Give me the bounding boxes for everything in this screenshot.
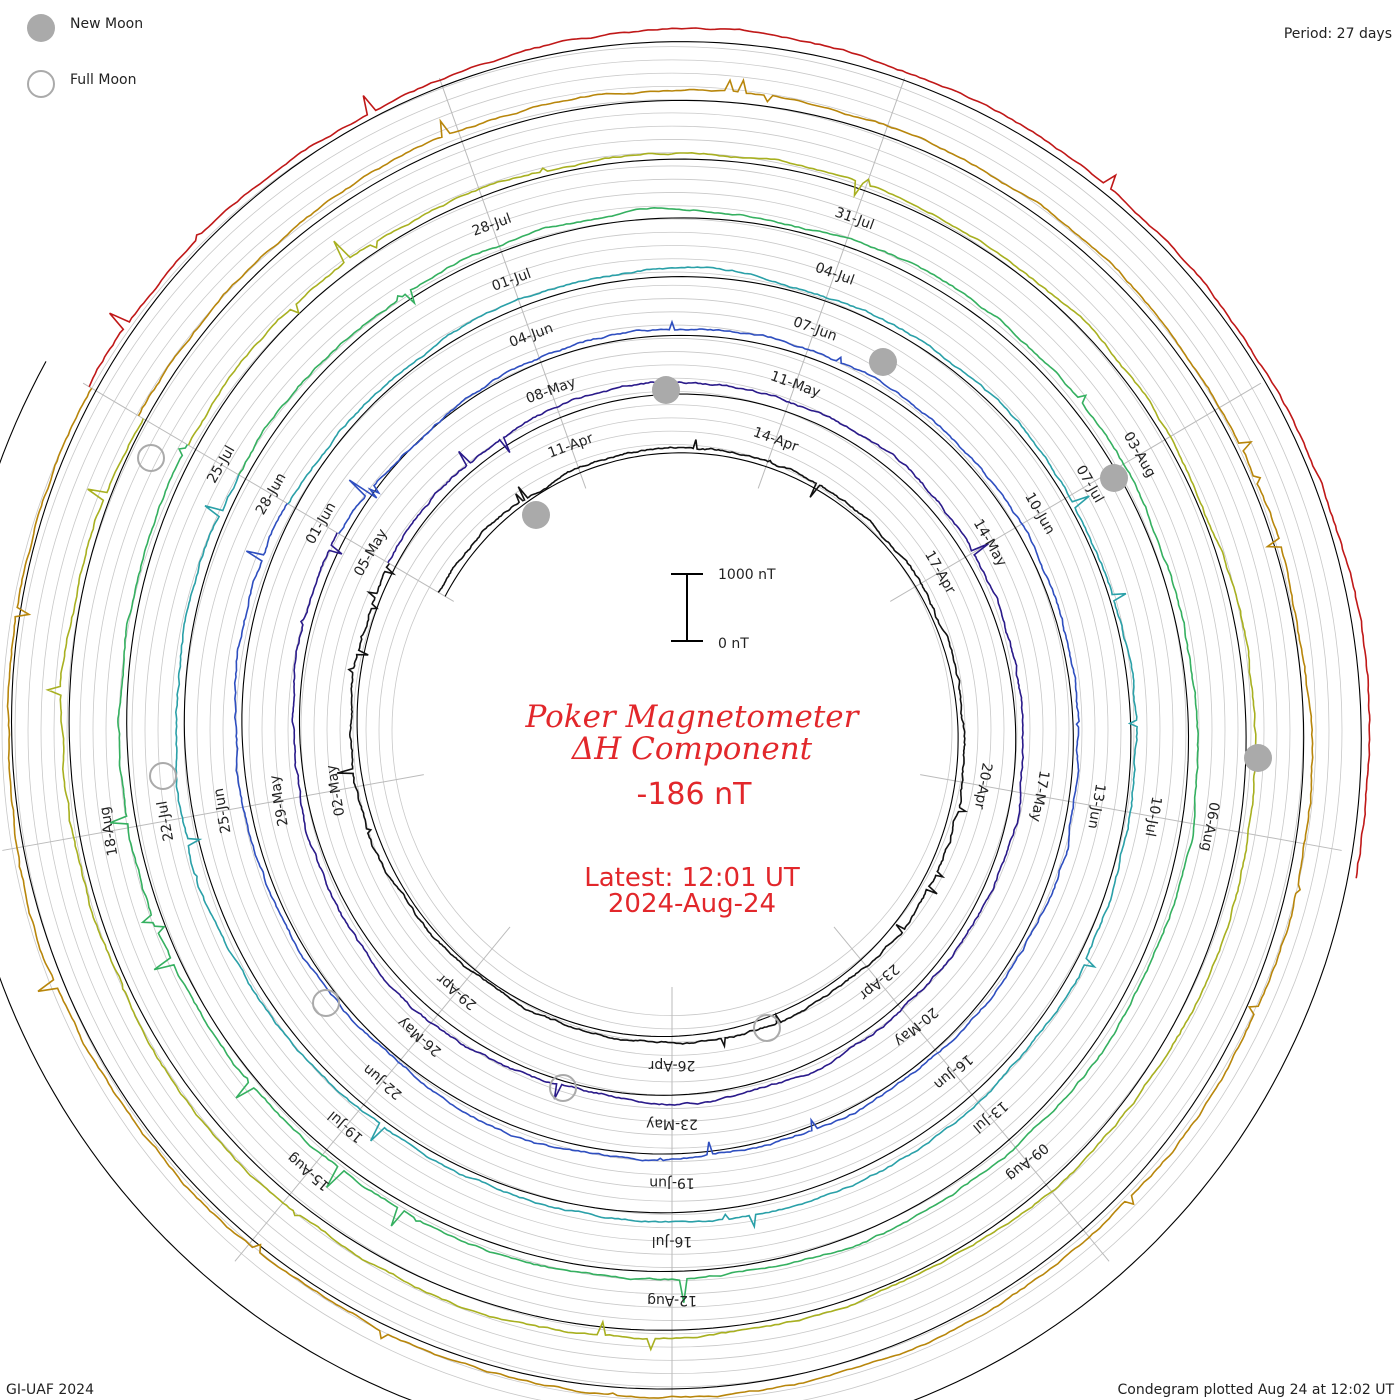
date-label: 12-Aug — [647, 1292, 697, 1308]
day-spokes — [2, 78, 1342, 1400]
reference-ring — [126, 217, 1190, 1273]
date-label: 04-Jul — [813, 260, 857, 289]
new-moon-marker — [652, 376, 680, 404]
data-traces — [6, 27, 1371, 1399]
date-label: 26-May — [395, 1014, 445, 1060]
scale-bottom-label: 0 nT — [718, 636, 749, 652]
date-label: 07-Jun — [791, 314, 839, 345]
scale-bar: 1000 nT 0 nT — [671, 567, 776, 652]
day-spoke — [920, 774, 1342, 851]
date-label: 31-Jul — [833, 205, 877, 234]
new-moon-marker — [522, 501, 550, 529]
day-spoke — [833, 926, 1110, 1262]
reference-rings — [0, 41, 1362, 1400]
period-label: Period: 27 days — [1284, 26, 1392, 42]
new-moon-marker — [1100, 464, 1128, 492]
date-label: 23-Apr — [856, 960, 902, 1002]
scale-top-label: 1000 nT — [718, 567, 776, 583]
latest-time: Latest: 12:01 UT — [584, 863, 800, 893]
current-value: -186 nT — [637, 777, 753, 812]
date-label: 09-Aug — [1003, 1139, 1052, 1183]
date-label: 17-Apr — [921, 548, 958, 597]
day-spoke — [82, 382, 455, 602]
latest-date: 2024-Aug-24 — [608, 889, 776, 919]
footer-plotted: Condegram plotted Aug 24 at 12:02 UT — [1118, 1382, 1395, 1398]
series-trace — [6, 77, 1314, 1399]
series-trace — [109, 206, 1200, 1303]
date-label: 29-May — [267, 774, 292, 828]
reference-ring — [241, 334, 1074, 1155]
full-moon-marker — [149, 762, 177, 790]
new-moon-marker — [1244, 744, 1272, 772]
full-moon-marker — [137, 444, 165, 472]
footer-credit: GI-UAF 2024 — [6, 1382, 94, 1398]
new-moon-legend-label: New Moon — [70, 16, 143, 32]
reference-ring — [10, 99, 1305, 1390]
reference-ring — [68, 158, 1247, 1331]
date-label: 28-Jul — [470, 211, 514, 240]
full-moon-marker — [312, 989, 340, 1017]
date-label: 20-Apr — [971, 761, 995, 810]
chart-title-line2: ΔH Component — [571, 731, 813, 767]
series-trace — [174, 266, 1138, 1230]
date-label: 16-Jul — [652, 1233, 693, 1249]
grid-ring — [1, 46, 1343, 1400]
date-label: 10-Jul — [1142, 795, 1165, 838]
date-label: 01-Jul — [490, 266, 534, 295]
series-trace — [336, 439, 969, 1050]
reference-ring — [0, 41, 1362, 1400]
series-trace — [88, 27, 1371, 879]
date-label: 18-Aug — [97, 805, 121, 857]
grid-ring — [14, 59, 1330, 1400]
reference-ring — [356, 452, 959, 1038]
full-moon-legend-icon — [27, 70, 55, 98]
day-spoke — [438, 78, 587, 489]
new-moon-legend-icon — [27, 14, 55, 42]
series-trace — [45, 151, 1257, 1352]
date-label: 23-May — [646, 1116, 698, 1132]
date-label: 17-May — [1027, 769, 1052, 823]
date-label: 16-Jun — [930, 1051, 975, 1093]
date-label: 28-Jun — [253, 470, 290, 517]
day-spoke — [234, 926, 511, 1262]
date-label: 25-Jul — [204, 443, 238, 486]
day-spoke — [2, 774, 424, 851]
date-label: 26-Apr — [648, 1057, 695, 1073]
date-label: 20-May — [891, 1004, 941, 1050]
chart-title-line1: Poker Magnetometer — [525, 699, 861, 735]
date-label: 25-Jun — [211, 787, 235, 835]
date-label: 13-Jun — [1084, 782, 1108, 830]
date-label: 22-Jul — [154, 800, 177, 843]
new-moon-marker — [869, 348, 897, 376]
reference-ring — [183, 276, 1132, 1214]
full-moon-legend-label: Full Moon — [70, 72, 136, 88]
date-label: 06-Aug — [1198, 801, 1222, 853]
legend: New Moon Full Moon — [27, 14, 143, 98]
date-label: 04-Jun — [507, 320, 555, 351]
full-moon-marker — [549, 1074, 577, 1102]
day-spoke — [889, 382, 1262, 602]
moon-markers — [137, 348, 1272, 1102]
date-label: 19-Jun — [649, 1174, 695, 1190]
day-spoke — [757, 78, 906, 489]
date-label: 11-Apr — [546, 430, 596, 461]
series-trace — [233, 319, 1080, 1162]
full-moon-marker — [753, 1014, 781, 1042]
date-label: 22-Jun — [360, 1061, 405, 1103]
